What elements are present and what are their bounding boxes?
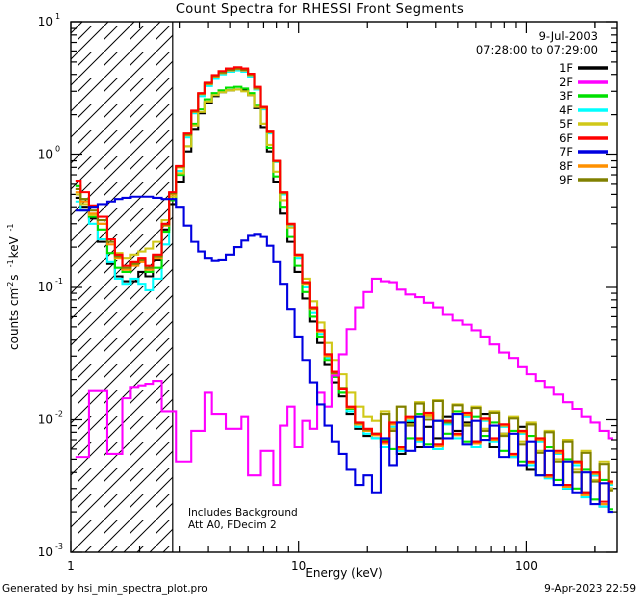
svg-text:9F: 9F [559, 173, 573, 187]
svg-text:10: 10 [38, 15, 53, 29]
svg-text:-2: -2 [6, 282, 15, 290]
svg-text:100: 100 [515, 559, 538, 573]
svg-text:keV: keV [7, 235, 21, 258]
axis-titles: Energy (keV)counts cm-2 s-1 keV-1 [6, 224, 383, 580]
axes [70, 21, 617, 553]
svg-text:counts cm: counts cm [7, 288, 21, 350]
svg-text:7F: 7F [559, 145, 573, 159]
svg-text:3F: 3F [559, 89, 573, 103]
svg-text:8F: 8F [559, 159, 573, 173]
svg-text:10: 10 [291, 559, 306, 573]
svg-text:9-Jul-2003: 9-Jul-2003 [539, 29, 598, 43]
spectra-curves [75, 66, 613, 514]
svg-text:2F: 2F [559, 75, 573, 89]
svg-text:1: 1 [55, 12, 60, 21]
svg-text:-1: -1 [6, 224, 15, 232]
svg-text:1F: 1F [559, 61, 573, 75]
svg-text:-2: -2 [55, 410, 63, 419]
excluded-energy-region [71, 22, 174, 552]
svg-text:Includes Background: Includes Background [188, 507, 298, 519]
svg-text:0: 0 [55, 145, 60, 154]
page-title: Count Spectra for RHESSI Front Segments [175, 2, 465, 17]
svg-text:5F: 5F [559, 117, 573, 131]
footer-timestamp: 9-Apr-2023 22:59 [544, 583, 636, 595]
svg-text:-3: -3 [55, 542, 63, 551]
svg-text:6F: 6F [559, 131, 573, 145]
footer-generated-by: Generated by hsi_min_spectra_plot.pro [2, 583, 208, 595]
plot-frame [70, 21, 618, 553]
svg-text:-1: -1 [55, 277, 63, 286]
svg-text:10: 10 [38, 413, 53, 427]
svg-text:07:28:00 to 07:29:00: 07:28:00 to 07:29:00 [476, 43, 598, 57]
svg-text:1: 1 [67, 559, 75, 573]
svg-text:Energy (keV): Energy (keV) [305, 566, 382, 580]
svg-text:s: s [7, 274, 21, 280]
svg-text:4F: 4F [559, 103, 573, 117]
svg-text:-1: -1 [6, 259, 15, 267]
svg-text:10: 10 [38, 280, 53, 294]
svg-text:10: 10 [38, 148, 53, 162]
svg-text:10: 10 [38, 545, 53, 559]
svg-text:Att A0, FDecim 2: Att A0, FDecim 2 [188, 519, 277, 531]
